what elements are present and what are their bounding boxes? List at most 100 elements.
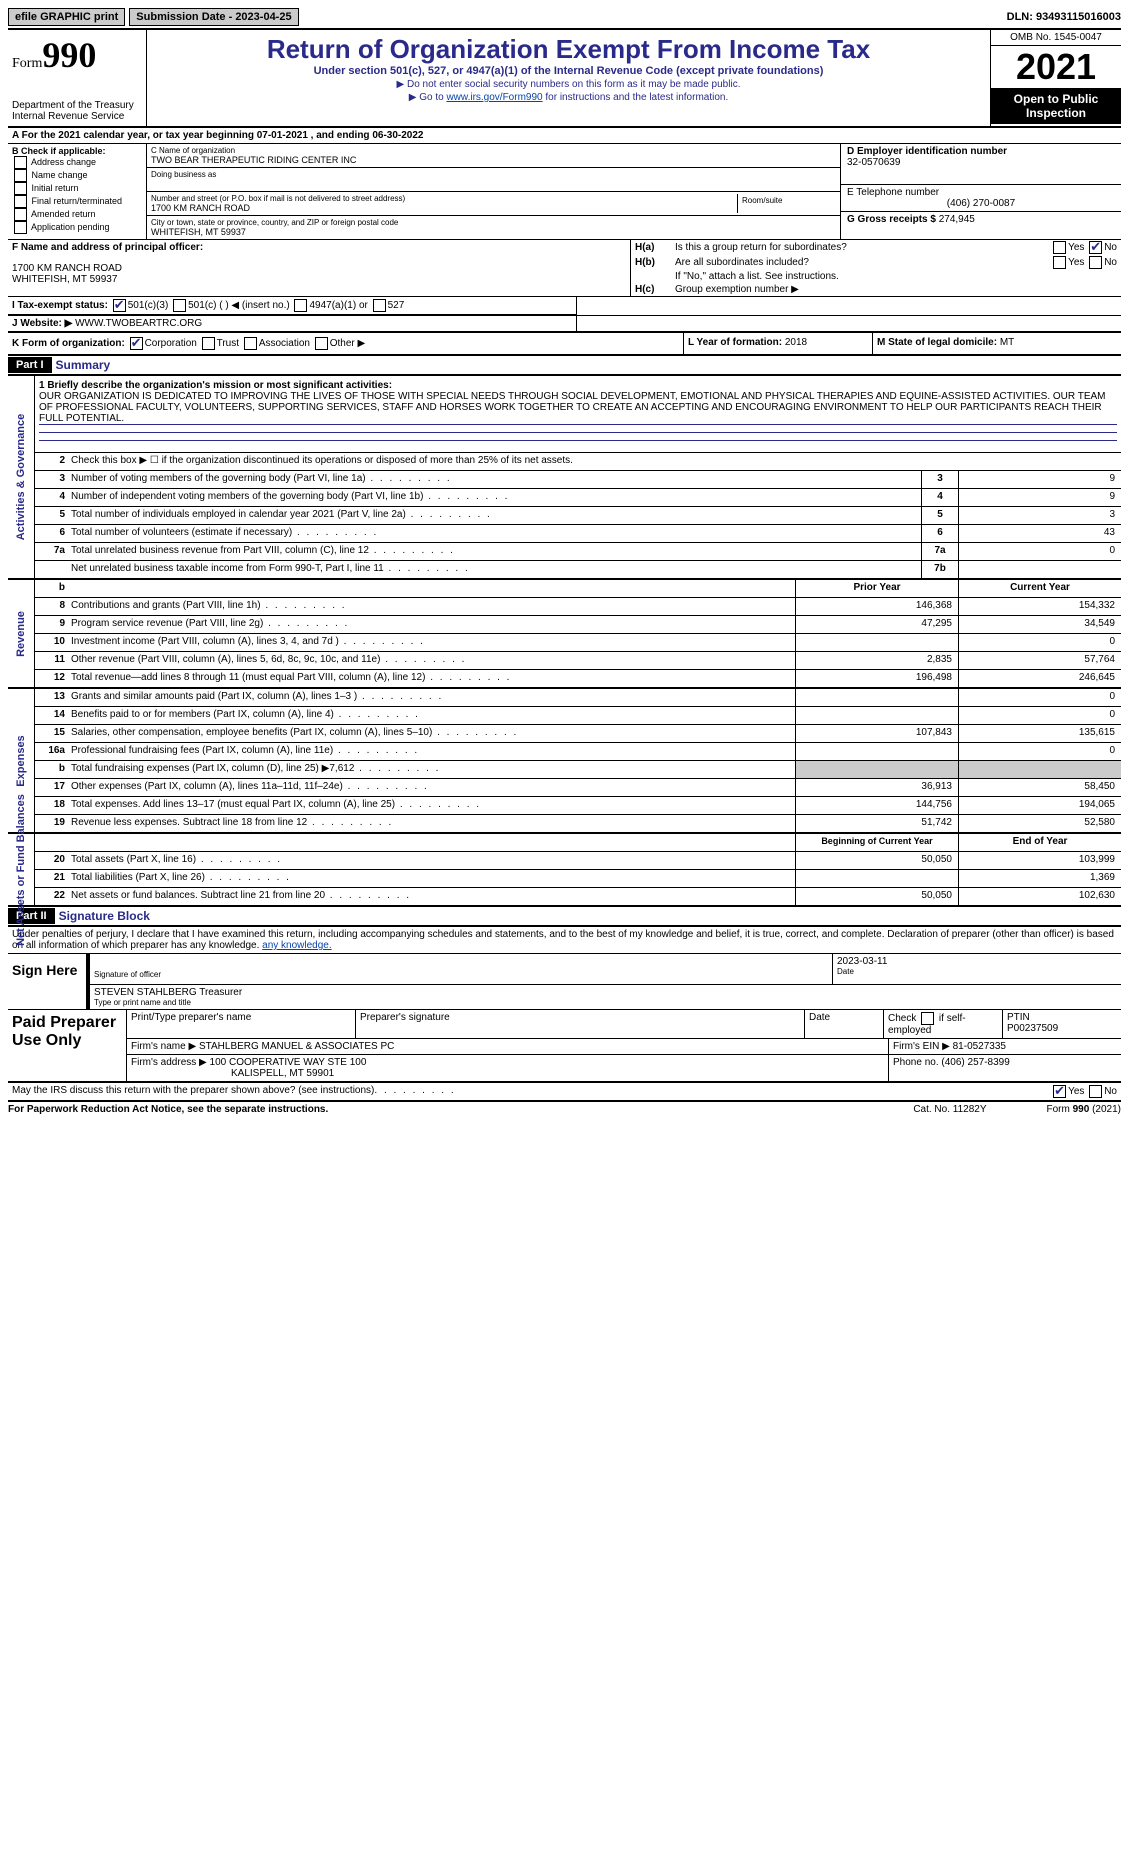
hb-yes-checkbox[interactable] — [1053, 256, 1066, 269]
form-number: Form990 — [12, 34, 142, 76]
summary-row: 11Other revenue (Part VIII, column (A), … — [35, 652, 1121, 670]
activities-governance-section: Activities & Governance 1 Briefly descri… — [8, 376, 1121, 580]
summary-row: 4Number of independent voting members of… — [35, 489, 1121, 507]
summary-row: 19Revenue less expenses. Subtract line 1… — [35, 815, 1121, 832]
room-suite-label: Room/suite — [738, 194, 836, 213]
b-checkbox[interactable] — [14, 195, 27, 208]
4947-checkbox[interactable] — [294, 299, 307, 312]
501c-checkbox[interactable] — [173, 299, 186, 312]
form-title: Return of Organization Exempt From Incom… — [151, 34, 986, 65]
discuss-no-checkbox[interactable] — [1089, 1085, 1102, 1098]
assoc-checkbox[interactable] — [244, 337, 257, 350]
efile-print-button[interactable]: efile GRAPHIC print — [8, 8, 125, 26]
prep-name-header: Print/Type preparer's name — [127, 1010, 356, 1038]
summary-row: 12Total revenue—add lines 8 through 11 (… — [35, 670, 1121, 687]
tax-year: 2021 — [991, 46, 1121, 88]
firm-addr2: KALISPELL, MT 59901 — [131, 1068, 884, 1079]
ha-text: Is this a group return for subordinates? — [675, 242, 847, 253]
firm-ein: 81-0527335 — [953, 1041, 1006, 1052]
form-subtitle: Under section 501(c), 527, or 4947(a)(1)… — [151, 65, 986, 77]
summary-row: 17Other expenses (Part IX, column (A), l… — [35, 779, 1121, 797]
b-checkbox[interactable] — [14, 169, 27, 182]
hb-text: Are all subordinates included? — [675, 257, 809, 268]
b-checkbox[interactable] — [14, 182, 27, 195]
summary-row: 6Total number of volunteers (estimate if… — [35, 525, 1121, 543]
website-url: WWW.TWOBEARTRC.ORG — [75, 318, 202, 329]
part2-header: Part II Signature Block — [8, 907, 1121, 927]
url-note: ▶ Go to www.irs.gov/Form990 for instruct… — [151, 92, 986, 103]
sig-officer-label: Signature of officer — [94, 970, 828, 979]
ssn-note: ▶ Do not enter social security numbers o… — [151, 79, 986, 90]
ag-side-label: Activities & Governance — [15, 414, 27, 541]
527-checkbox[interactable] — [373, 299, 386, 312]
ptin-value: P00237509 — [1007, 1023, 1117, 1034]
discuss-yes-checkbox[interactable] — [1053, 1085, 1066, 1098]
current-year-header: Current Year — [958, 580, 1121, 597]
prior-year-header: Prior Year — [795, 580, 958, 597]
section-a: A For the 2021 calendar year, or tax yea… — [8, 128, 1121, 144]
top-toolbar: efile GRAPHIC print Submission Date - 20… — [8, 8, 1121, 30]
corp-checkbox[interactable] — [130, 337, 143, 350]
officer-name: STEVEN STAHLBERG Treasurer — [94, 987, 1117, 998]
summary-row: 15Salaries, other compensation, employee… — [35, 725, 1121, 743]
ein-label: D Employer identification number — [847, 146, 1115, 157]
b-checkbox[interactable] — [14, 208, 27, 221]
c-name-label: C Name of organization — [151, 146, 836, 155]
summary-row: 16aProfessional fundraising fees (Part I… — [35, 743, 1121, 761]
hb-label: H(b) — [635, 257, 675, 268]
footer-right: Form 990 (2021) — [1047, 1104, 1121, 1115]
501c3-checkbox[interactable] — [113, 299, 126, 312]
city-label: City or town, state or province, country… — [151, 218, 836, 227]
any-knowledge-link[interactable]: any knowledge. — [262, 940, 332, 951]
summary-row: 10Investment income (Part VIII, column (… — [35, 634, 1121, 652]
hb-no-checkbox[interactable] — [1089, 256, 1102, 269]
gross-receipts-value: 274,945 — [939, 214, 975, 225]
ha-no-checkbox[interactable] — [1089, 241, 1102, 254]
form-header: Form990 Department of the Treasury Inter… — [8, 30, 1121, 128]
dept-label: Department of the Treasury — [12, 100, 142, 111]
end-year-header: End of Year — [958, 834, 1121, 851]
officer-label: F Name and address of principal officer: — [12, 242, 626, 253]
sig-date-label: Date — [837, 967, 1117, 976]
hc-text: Group exemption number ▶ — [675, 284, 799, 295]
phone-value: (406) 270-0087 — [847, 198, 1115, 209]
mission-text: OUR ORGANIZATION IS DEDICATED TO IMPROVI… — [39, 391, 1117, 424]
status-website-block: I Tax-exempt status: 501(c)(3) 501(c) ( … — [8, 297, 1121, 316]
open-to-public-badge: Open to Public Inspection — [991, 88, 1121, 124]
other-checkbox[interactable] — [315, 337, 328, 350]
summary-row: 14Benefits paid to or for members (Part … — [35, 707, 1121, 725]
i-label: I Tax-exempt status: — [12, 300, 108, 311]
rev-side-label: Revenue — [15, 611, 27, 657]
page-footer: For Paperwork Reduction Act Notice, see … — [8, 1102, 1121, 1115]
org-name: TWO BEAR THERAPEUTIC RIDING CENTER INC — [151, 155, 836, 165]
begin-year-header: Beginning of Current Year — [795, 834, 958, 851]
prep-date-header: Date — [805, 1010, 884, 1038]
prep-sig-header: Preparer's signature — [356, 1010, 805, 1038]
trust-checkbox[interactable] — [202, 337, 215, 350]
b-checkbox[interactable] — [14, 221, 27, 234]
dln-label: DLN: 93493115016003 — [1007, 11, 1121, 23]
form-org-block: K Form of organization: Corporation Trus… — [8, 333, 1121, 356]
discuss-text: May the IRS discuss this return with the… — [12, 1085, 374, 1098]
expenses-section: Expenses 13Grants and similar amounts pa… — [8, 689, 1121, 834]
street-address: 1700 KM RANCH ROAD — [151, 203, 737, 213]
summary-row: 8Contributions and grants (Part VIII, li… — [35, 598, 1121, 616]
hb-note: If "No," attach a list. See instructions… — [631, 270, 1121, 283]
summary-row: 9Program service revenue (Part VIII, lin… — [35, 616, 1121, 634]
irs-form990-link[interactable]: www.irs.gov/Form990 — [446, 92, 542, 103]
officer-addr1: 1700 KM RANCH ROAD — [12, 263, 626, 274]
officer-group-block: F Name and address of principal officer:… — [8, 240, 1121, 297]
summary-row: 3Number of voting members of the governi… — [35, 471, 1121, 489]
j-label: J Website: ▶ — [12, 318, 72, 329]
ha-yes-checkbox[interactable] — [1053, 241, 1066, 254]
summary-row: 21Total liabilities (Part X, line 26)1,3… — [35, 870, 1121, 888]
phone-label: E Telephone number — [847, 187, 1115, 198]
net-side-label: Net Assets or Fund Balances — [15, 794, 27, 946]
net-assets-section: Net Assets or Fund Balances Beginning of… — [8, 834, 1121, 907]
city-state-zip: WHITEFISH, MT 59937 — [151, 227, 836, 237]
self-employed-checkbox[interactable] — [921, 1012, 934, 1025]
declaration-text: Under penalties of perjury, I declare th… — [8, 927, 1121, 954]
b-checkbox[interactable] — [14, 156, 27, 169]
year-formation: 2018 — [785, 337, 807, 348]
dba-label: Doing business as — [151, 170, 836, 179]
